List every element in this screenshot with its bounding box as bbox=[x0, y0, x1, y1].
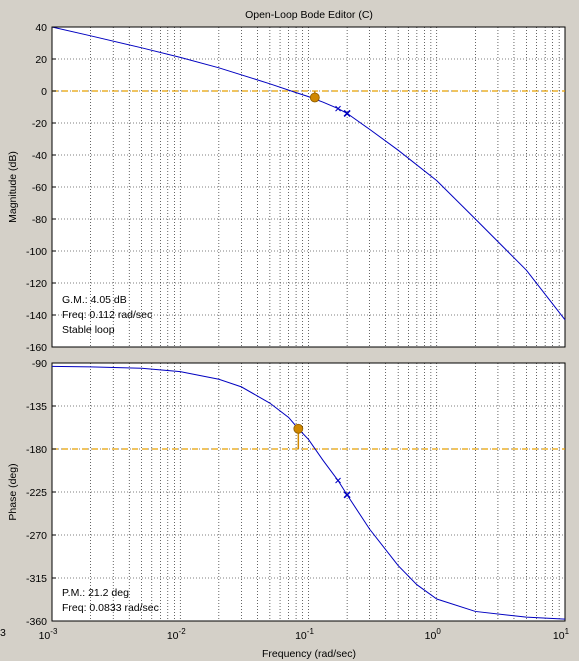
x-tick-label: 10-3 bbox=[39, 627, 58, 642]
phase-plot: -90 -135 -180 -225 -270 -315 -360 10-3 10-2 10-1… bbox=[7, 358, 570, 660]
y-tick-label: -90 bbox=[32, 358, 47, 370]
y-tick-label: -60 bbox=[32, 182, 47, 194]
phase-margin-freq-label: Freq: 0.0833 rad/sec bbox=[62, 602, 159, 614]
magnitude-axis-label: Magnitude (dB) bbox=[7, 151, 19, 223]
x-tick-label: 10-1 bbox=[295, 627, 314, 642]
phase-margin-label: P.M.: 21.2 deg bbox=[62, 587, 129, 599]
x-tick-label: 10-2 bbox=[167, 627, 186, 642]
y-tick-label: -80 bbox=[32, 214, 47, 226]
gain-margin-label: G.M.: 4.05 dB bbox=[62, 294, 127, 306]
y-tick-label: -360 bbox=[26, 616, 47, 628]
y-tick-label: -120 bbox=[26, 278, 47, 290]
x-tick-label: 100 bbox=[425, 627, 442, 642]
phase-axis-label: Phase (deg) bbox=[7, 463, 19, 520]
margin-marker[interactable] bbox=[293, 423, 304, 434]
y-tick-label: 0 bbox=[41, 86, 47, 98]
compensator-pole-marker[interactable] bbox=[343, 109, 351, 117]
window-title: Open-Loop Bode Editor (C) bbox=[245, 9, 373, 21]
compensator-zero-marker[interactable] bbox=[335, 477, 341, 484]
y-tick-label: -20 bbox=[32, 118, 47, 130]
margin-marker[interactable] bbox=[309, 92, 320, 103]
y-tick-label: -270 bbox=[26, 530, 47, 542]
y-tick-label: -140 bbox=[26, 310, 47, 322]
y-tick-label: -315 bbox=[26, 573, 47, 585]
magnitude-plot: 40 20 0 -20 -40 -60 -80 -100 -120 -140 -160 Magnit… bbox=[7, 22, 566, 354]
frequency-axis-label: Frequency (rad/sec) bbox=[262, 648, 356, 660]
stability-status-label: Stable loop bbox=[62, 324, 115, 336]
y-tick-label: 40 bbox=[35, 22, 47, 34]
x-tick-label: 101 bbox=[553, 627, 570, 642]
y-tick-label: -180 bbox=[26, 444, 47, 456]
y-tick-label: -160 bbox=[26, 342, 47, 354]
compensator-pole-marker[interactable] bbox=[343, 491, 351, 499]
gain-margin-freq-label: Freq: 0.112 rad/sec bbox=[62, 309, 152, 321]
y-tick-label: -135 bbox=[26, 401, 47, 413]
y-tick-label: -225 bbox=[26, 487, 47, 499]
compensator-zero-marker[interactable] bbox=[335, 105, 341, 112]
y-tick-label: -100 bbox=[26, 246, 47, 258]
response-curve[interactable] bbox=[51, 365, 566, 620]
y-tick-label: -40 bbox=[32, 150, 47, 162]
edge-label: 3 bbox=[0, 627, 6, 639]
response-curve[interactable] bbox=[51, 26, 566, 321]
y-tick-label: 20 bbox=[35, 54, 47, 66]
